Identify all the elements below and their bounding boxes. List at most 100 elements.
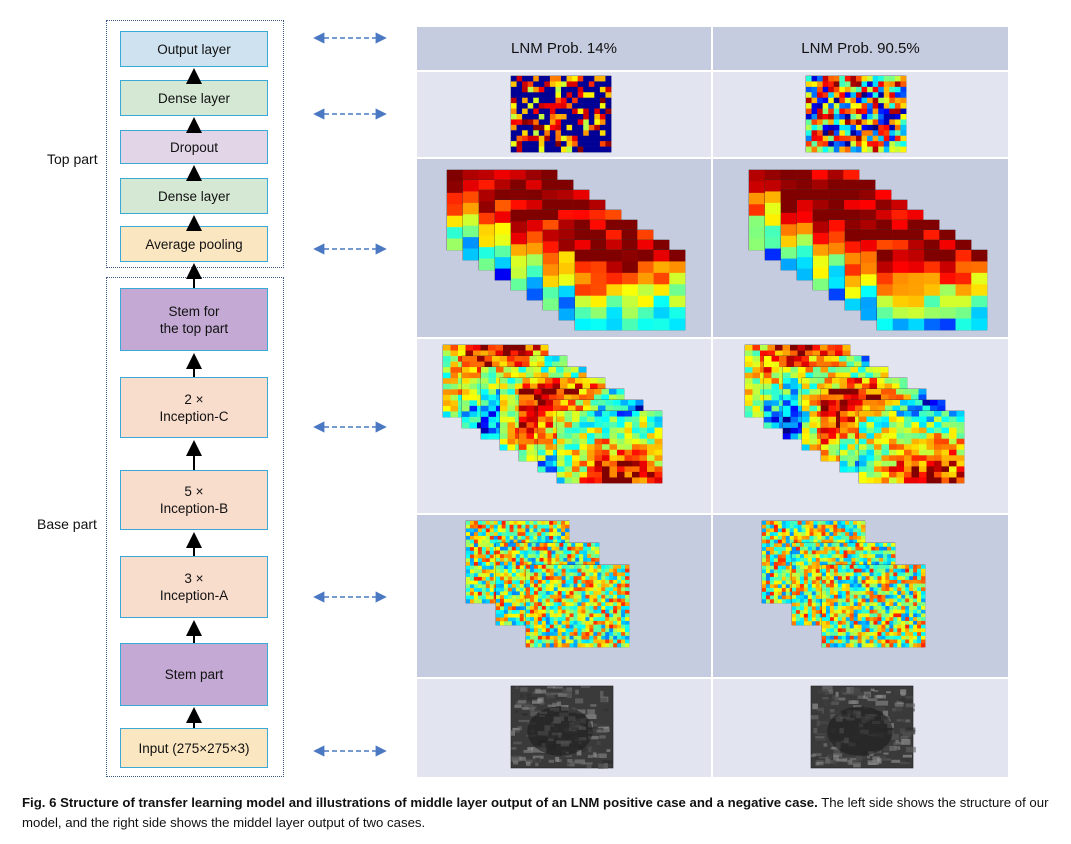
dense-output-heatmap-low-cell <box>527 130 534 137</box>
dense-output-heatmap-high-cell <box>872 92 879 99</box>
inception-a-map-low-cell <box>567 550 572 555</box>
inception-a-map-low-cell <box>493 524 498 529</box>
inception-c-map-low-cell <box>647 471 655 478</box>
inception-a-map-low-cell <box>555 543 560 548</box>
avgpool-map-low-cell <box>447 238 464 251</box>
inception-c-map-low-cell <box>462 416 470 423</box>
dense-output-heatmap-high-cell <box>900 76 907 82</box>
inception-a-map-low-cell <box>507 576 513 581</box>
inception-a-map-low-cell <box>525 539 530 544</box>
inception-c-map-high-cell <box>896 427 905 434</box>
dense-output-heatmap-high-cell <box>889 92 896 99</box>
inception-a-map-low-cell <box>523 546 528 551</box>
inception-c-map-low-cell <box>564 389 572 395</box>
inception-c-map-high-cell <box>786 361 795 368</box>
dense-output-heatmap-high-cell <box>856 119 862 126</box>
dense-output-heatmap-high-cell <box>861 141 868 147</box>
avgpool-map-low-cell <box>637 272 654 285</box>
inception-a-map-low-cell <box>473 599 479 604</box>
inception-a-map-low-cell <box>496 580 501 585</box>
inception-a-map-low-cell <box>511 561 517 566</box>
inception-c-map-low-cell <box>568 400 576 406</box>
inception-a-map-low-cell <box>561 524 566 529</box>
dense-output-heatmap-low-cell <box>544 119 551 126</box>
dense-output-heatmap-high-cell <box>822 141 829 147</box>
inception-c-map-low-cell <box>617 466 625 473</box>
inception-a-map-low-cell <box>489 588 495 593</box>
avgpool-map-low-cell <box>653 284 670 297</box>
avgpool-map-low-cell <box>527 231 544 244</box>
inception-c-map-low-cell <box>594 449 603 456</box>
avgpool-map-low-cell <box>463 191 480 204</box>
inception-c-map-high-cell <box>847 444 856 451</box>
inception-c-map-high-cell <box>900 400 908 406</box>
inception-c-map-low-cell <box>557 460 565 467</box>
avgpool-map-high-cell <box>924 272 941 285</box>
inception-c-map-high-cell <box>896 455 905 462</box>
inception-c-map-high-cell <box>941 438 950 445</box>
inception-a-map-low-cell <box>547 550 552 555</box>
avgpool-map-low-cell <box>589 210 606 222</box>
inception-c-map-high-cell <box>889 460 897 467</box>
dense-output-heatmap-high-cell <box>839 81 846 88</box>
inception-c-map-low-cell <box>564 427 573 434</box>
avgpool-map-high-cell <box>829 265 846 278</box>
inception-c-map-low-cell <box>602 411 610 417</box>
inception-a-map-low-cell <box>511 550 517 555</box>
inception-a-map-low-cell <box>509 524 514 529</box>
inception-a-map-low-cell <box>496 569 501 574</box>
avgpool-map-low-cell <box>463 237 480 249</box>
inception-c-map-low-cell <box>628 405 636 412</box>
inception-c-map-high-cell <box>745 367 753 373</box>
avgpool-map-low-cell <box>606 284 623 297</box>
inception-a-map-low-cell <box>515 550 521 555</box>
inception-c-map-low-cell <box>507 416 516 423</box>
inception-c-map-high-cell <box>847 383 855 390</box>
avgpool-map-low-cell <box>495 234 512 247</box>
dense-output-heatmap-high-cell <box>844 108 851 115</box>
inception-c-map-low-cell <box>557 455 565 462</box>
inception-c-map-low-cell <box>488 378 497 384</box>
inception-a-map-low-cell <box>477 528 483 533</box>
inception-c-map-high-cell <box>889 466 897 473</box>
inception-c-map-high-cell <box>881 389 889 395</box>
inception-a-map-low-cell <box>565 528 570 533</box>
dense-output-heatmap-high-cell <box>850 141 857 147</box>
dense-output-heatmap-high-cell <box>867 119 873 126</box>
dense-output-heatmap-low-cell <box>583 130 590 137</box>
dense-output-heatmap-low-cell <box>555 124 562 131</box>
inception-c-map-high-cell <box>956 444 965 451</box>
inception-a-map-low-cell <box>481 599 487 604</box>
dense-output-heatmap-high-cell <box>844 76 851 82</box>
avgpool-map-low-cell <box>447 192 464 205</box>
inception-c-map-high-cell <box>797 350 806 357</box>
inception-c-map-high-cell <box>783 427 791 434</box>
inception-c-map-high-cell <box>859 427 867 434</box>
inception-c-map-high-cell <box>790 350 798 357</box>
inception-a-map-low-cell <box>496 543 501 548</box>
inception-c-map-low-cell <box>549 394 557 401</box>
inception-a-map-low-cell <box>473 554 479 559</box>
avgpool-map-low-cell <box>573 190 590 202</box>
inception-a-map-low-cell <box>539 550 544 555</box>
avgpool-map-high-cell <box>955 307 972 319</box>
avgpool-map-high-cell <box>811 170 828 182</box>
dense-output-heatmap-high-cell <box>839 108 846 115</box>
avgpool-map-low-cell <box>653 240 670 252</box>
dense-output-heatmap-low-cell <box>594 92 601 99</box>
inception-a-map-low-cell <box>485 595 491 600</box>
inception-a-map-low-cell <box>519 591 525 596</box>
dense-output-heatmap-high-cell <box>839 141 846 147</box>
inception-a-map-low-cell <box>553 528 558 533</box>
dense-output-heatmap-high-cell <box>806 141 812 147</box>
inception-c-map-high-cell <box>851 394 859 401</box>
inception-a-map-low-cell <box>473 565 479 570</box>
inception-c-map-low-cell <box>500 383 508 390</box>
inception-c-map-low-cell <box>587 444 595 451</box>
dense-output-heatmap-low-cell <box>549 92 556 99</box>
dense-output-heatmap-low-cell <box>594 114 601 120</box>
inception-a-map-low-cell <box>466 591 471 596</box>
inception-a-map-low-cell <box>509 539 514 544</box>
inception-c-map-high-cell <box>911 449 920 456</box>
inception-c-map-low-cell <box>616 394 625 401</box>
